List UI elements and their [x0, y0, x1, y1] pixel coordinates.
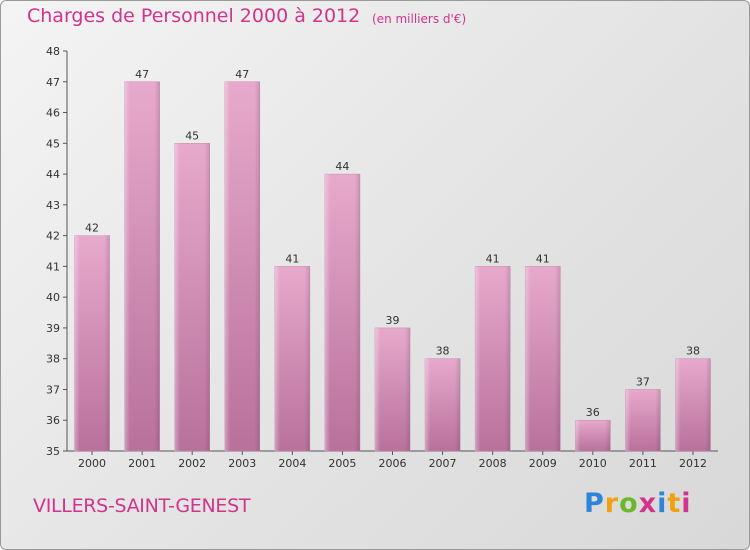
bar-shade [124, 81, 160, 452]
y-tick-label: 35 [46, 445, 60, 458]
y-tick-label: 37 [46, 383, 60, 396]
bar-shade [224, 81, 260, 452]
data-label: 41 [285, 252, 299, 265]
logo-letter: t [667, 488, 682, 519]
data-label: 44 [335, 160, 349, 173]
data-label: 47 [235, 68, 249, 81]
logo-letter: r [604, 488, 620, 519]
y-tick-label: 43 [46, 199, 60, 212]
chart-subtitle: (en milliers d'€) [372, 12, 467, 26]
y-tick-label: 39 [46, 322, 60, 335]
bar-shade [74, 235, 110, 451]
data-label: 39 [386, 314, 400, 327]
y-tick-label: 48 [46, 45, 60, 58]
data-label: 41 [486, 252, 500, 265]
bar-shade [425, 358, 461, 451]
bar-shade [475, 266, 511, 451]
logo-letter: i [657, 488, 668, 519]
data-label: 41 [536, 252, 550, 265]
y-tick-label: 38 [46, 353, 60, 366]
logo-letter: x [638, 488, 658, 519]
x-tick-label: 2008 [479, 457, 507, 470]
bar-shade [174, 143, 210, 452]
y-tick-label: 47 [46, 76, 60, 89]
logo-letter: P [584, 488, 605, 519]
x-tick-label: 2000 [78, 457, 106, 470]
bar-shade [324, 174, 360, 452]
y-tick-label: 44 [46, 168, 60, 181]
x-tick-label: 2003 [228, 457, 256, 470]
bar-shade [575, 420, 611, 451]
x-tick-label: 2004 [278, 457, 306, 470]
data-label: 38 [436, 345, 450, 358]
chart-title: Charges de Personnel 2000 à 2012 [27, 5, 361, 27]
x-tick-label: 2007 [429, 457, 457, 470]
x-tick-label: 2002 [178, 457, 206, 470]
x-tick-label: 2009 [529, 457, 557, 470]
y-tick-label: 36 [46, 414, 60, 427]
bar-shade [374, 327, 411, 451]
x-tick-label: 2005 [328, 457, 356, 470]
y-tick-label: 45 [46, 137, 60, 150]
data-label: 47 [135, 68, 149, 81]
x-tick-label: 2010 [579, 457, 607, 470]
bar-shade [625, 389, 661, 451]
proxiti-logo[interactable]: Proxiti [584, 488, 692, 519]
logo-letter: i [681, 488, 692, 519]
data-label: 42 [85, 222, 99, 235]
y-tick-label: 46 [46, 107, 60, 120]
logo-letter: o [619, 488, 639, 519]
bar-shade [525, 266, 561, 451]
bar-shade [675, 358, 711, 451]
y-tick-label: 40 [46, 291, 60, 304]
bar-shade [274, 266, 310, 451]
x-tick-label: 2011 [629, 457, 657, 470]
x-tick-label: 2006 [379, 457, 407, 470]
data-label: 37 [636, 375, 650, 388]
data-label: 36 [586, 406, 600, 419]
y-tick-label: 41 [46, 260, 60, 273]
x-tick-label: 2012 [679, 457, 707, 470]
y-tick-label: 42 [46, 230, 60, 243]
x-tick-label: 2001 [128, 457, 156, 470]
data-label: 38 [686, 345, 700, 358]
data-label: 45 [185, 129, 199, 142]
city-name: VILLERS-SAINT-GENEST [33, 495, 251, 517]
